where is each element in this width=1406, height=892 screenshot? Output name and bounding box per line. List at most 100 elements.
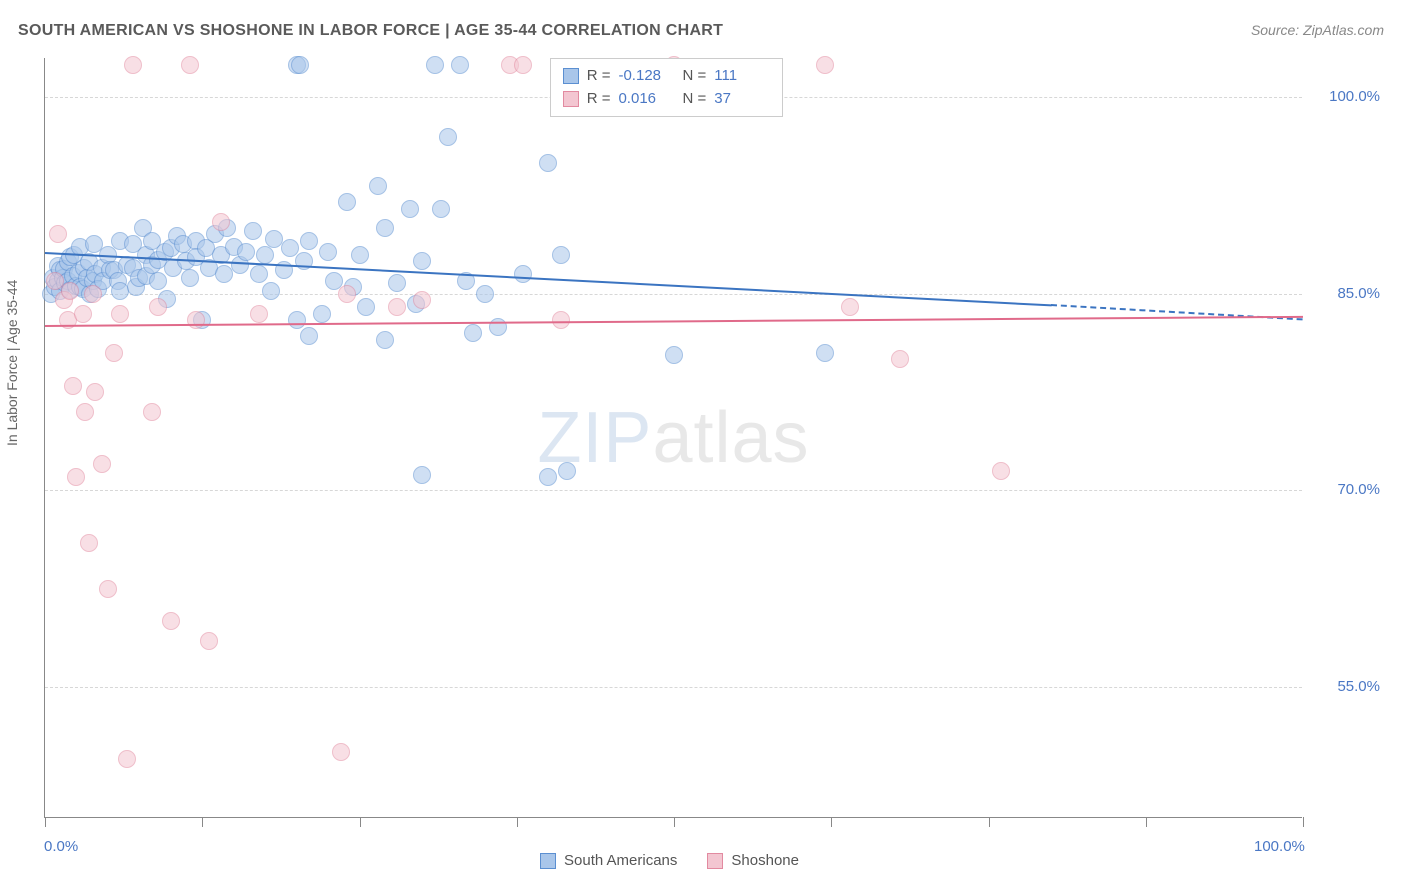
scatter-point <box>539 154 557 172</box>
scatter-point <box>118 750 136 768</box>
scatter-point <box>552 246 570 264</box>
scatter-point <box>262 282 280 300</box>
x-tick-label: 100.0% <box>1254 838 1305 855</box>
scatter-point <box>351 246 369 264</box>
x-tick <box>1146 817 1147 827</box>
scatter-point <box>300 327 318 345</box>
scatter-point <box>816 344 834 362</box>
scatter-point <box>376 219 394 237</box>
legend-swatch <box>563 91 579 107</box>
scatter-point <box>476 285 494 303</box>
scatter-point <box>149 272 167 290</box>
scatter-point <box>357 298 375 316</box>
watermark: ZIPatlas <box>537 397 809 479</box>
legend-row: R =0.016N =37 <box>563 88 771 111</box>
scatter-point <box>124 56 142 74</box>
legend-r-label: R = <box>587 65 611 88</box>
chart-container: SOUTH AMERICAN VS SHOSHONE IN LABOR FORC… <box>0 0 1406 892</box>
scatter-point <box>215 265 233 283</box>
x-tick <box>674 817 675 827</box>
scatter-point <box>300 232 318 250</box>
scatter-point <box>369 177 387 195</box>
scatter-point <box>61 282 79 300</box>
scatter-point <box>552 311 570 329</box>
scatter-point <box>237 243 255 261</box>
y-tick-label: 85.0% <box>1337 285 1380 302</box>
scatter-point <box>181 56 199 74</box>
scatter-point <box>376 331 394 349</box>
scatter-point <box>432 200 450 218</box>
chart-title: SOUTH AMERICAN VS SHOSHONE IN LABOR FORC… <box>18 22 723 40</box>
scatter-point <box>111 305 129 323</box>
scatter-point <box>338 193 356 211</box>
scatter-point <box>401 200 419 218</box>
series-legend: South Americans Shoshone <box>540 852 799 869</box>
scatter-point <box>413 291 431 309</box>
scatter-point <box>413 252 431 270</box>
legend-series-name: South Americans <box>564 852 677 869</box>
scatter-point <box>200 632 218 650</box>
x-tick <box>360 817 361 827</box>
scatter-point <box>891 350 909 368</box>
scatter-point <box>464 324 482 342</box>
scatter-point <box>338 285 356 303</box>
watermark-zip: ZIP <box>537 398 652 478</box>
y-tick-label: 70.0% <box>1337 481 1380 498</box>
trend-line <box>45 316 1303 327</box>
scatter-point <box>80 534 98 552</box>
x-tick <box>831 817 832 827</box>
scatter-point <box>250 265 268 283</box>
gridline <box>45 294 1302 295</box>
scatter-point <box>558 462 576 480</box>
legend-swatch <box>563 68 579 84</box>
scatter-point <box>187 311 205 329</box>
legend-r-label: R = <box>587 88 611 111</box>
scatter-point <box>816 56 834 74</box>
y-axis-label: In Labor Force | Age 35-44 <box>4 280 20 446</box>
y-tick-label: 100.0% <box>1329 88 1380 105</box>
scatter-point <box>162 612 180 630</box>
scatter-point <box>250 305 268 323</box>
scatter-point <box>244 222 262 240</box>
scatter-point <box>212 213 230 231</box>
scatter-point <box>514 56 532 74</box>
scatter-point <box>426 56 444 74</box>
x-tick <box>45 817 46 827</box>
source-label: Source: ZipAtlas.com <box>1251 22 1384 38</box>
scatter-point <box>256 246 274 264</box>
scatter-point <box>388 274 406 292</box>
scatter-point <box>451 56 469 74</box>
scatter-point <box>105 344 123 362</box>
x-tick <box>1303 817 1304 827</box>
x-tick-label: 0.0% <box>44 838 78 855</box>
legend-n-label: N = <box>682 88 706 111</box>
scatter-point <box>841 298 859 316</box>
gridline <box>45 687 1302 688</box>
scatter-point <box>439 128 457 146</box>
x-tick <box>202 817 203 827</box>
scatter-point <box>332 743 350 761</box>
legend-n-value: 111 <box>714 65 770 88</box>
legend-row: R =-0.128N =111 <box>563 65 771 88</box>
legend-item: South Americans <box>540 852 677 869</box>
watermark-atlas: atlas <box>652 398 809 478</box>
scatter-point <box>64 377 82 395</box>
scatter-point <box>992 462 1010 480</box>
plot-area: ZIPatlas <box>44 58 1302 818</box>
scatter-point <box>93 455 111 473</box>
scatter-point <box>539 468 557 486</box>
scatter-point <box>291 56 309 74</box>
scatter-point <box>49 225 67 243</box>
y-tick-label: 55.0% <box>1337 678 1380 695</box>
scatter-point <box>86 383 104 401</box>
scatter-point <box>313 305 331 323</box>
scatter-point <box>388 298 406 316</box>
scatter-point <box>149 298 167 316</box>
correlation-legend: R =-0.128N =111R =0.016N =37 <box>550 58 784 117</box>
legend-series-name: Shoshone <box>731 852 799 869</box>
scatter-point <box>76 403 94 421</box>
legend-swatch <box>707 853 723 869</box>
scatter-point <box>84 285 102 303</box>
legend-r-value: 0.016 <box>618 88 674 111</box>
scatter-point <box>265 230 283 248</box>
